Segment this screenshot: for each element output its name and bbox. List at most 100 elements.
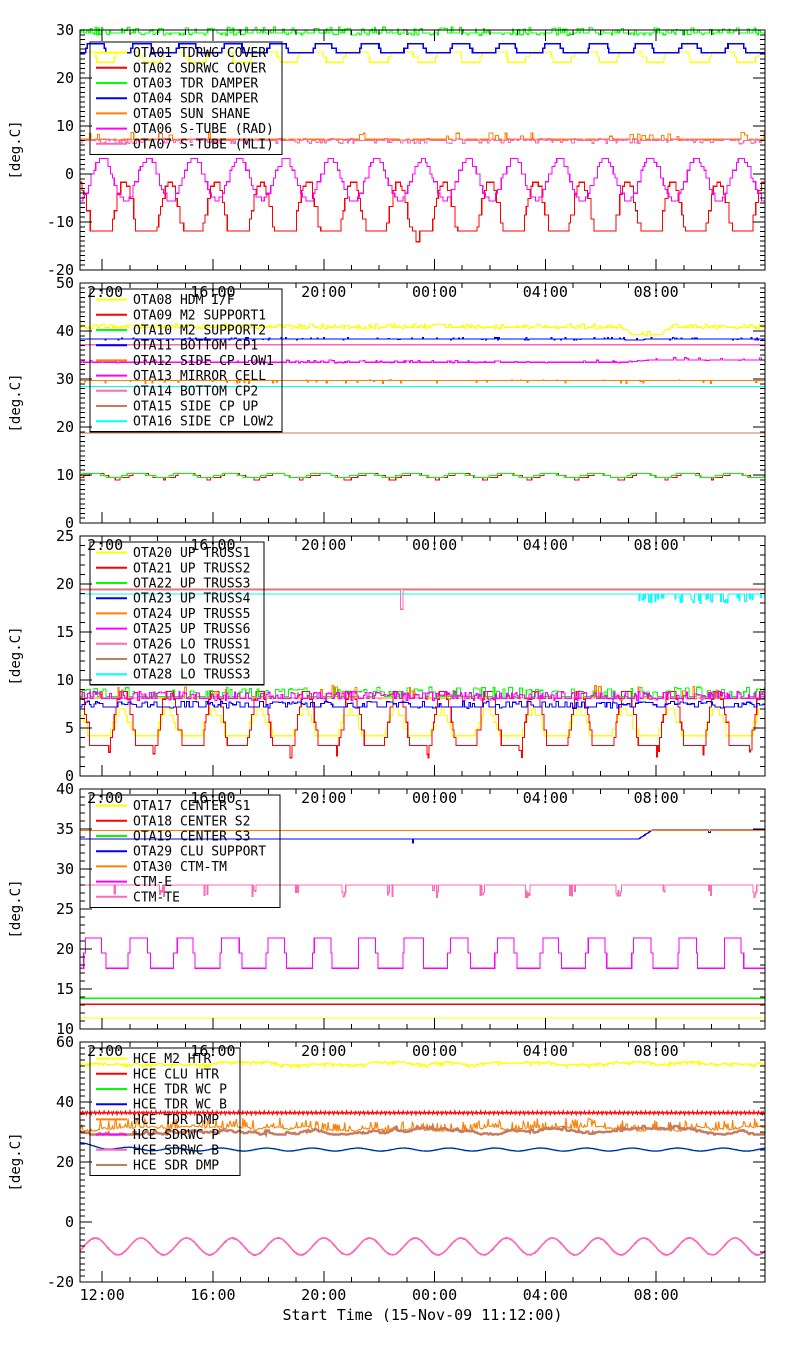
svg-text:50: 50 — [56, 274, 74, 292]
series-ctm-e — [80, 937, 765, 969]
svg-text:08:00: 08:00 — [634, 1286, 679, 1304]
svg-text:20: 20 — [56, 418, 74, 436]
series-ota01-tdrwg-cover — [80, 51, 765, 63]
y-axis-title-panel-4: [deg.C] — [8, 879, 24, 938]
legend-label-7: OTA26 LO TRUSS1 — [133, 637, 250, 652]
legend-label-6: OTA13 MIRROR CELL — [133, 369, 266, 384]
svg-text:20: 20 — [56, 575, 74, 593]
series-hce-sdr-dmp — [79, 1120, 766, 1139]
legend-label-3: HCE TDR WC P — [133, 1083, 227, 1098]
legend-label-8: HCE SDR DMP — [133, 1159, 219, 1174]
legend-label-6: HCE SDRWC P — [133, 1128, 219, 1143]
svg-text:20:00: 20:00 — [301, 1286, 346, 1304]
legend-label-3: OTA19 CENTER S3 — [133, 830, 250, 845]
legend-label-4: HCE TDR WC B — [133, 1098, 227, 1113]
legend-label-1: OTA20 UP TRUSS1 — [133, 546, 250, 561]
series-ota04-sdr-damper — [80, 43, 765, 54]
y-axis-title-panel-2: [deg.C] — [8, 373, 24, 432]
svg-text:35: 35 — [56, 820, 74, 838]
legend-label-8: OTA27 LO TRUSS2 — [133, 653, 250, 668]
series-ota02-sdrwc-cover — [80, 181, 765, 243]
legend-label-7: OTA14 BOTTOM CP2 — [133, 384, 258, 399]
series-ota24-up-truss5 — [80, 684, 765, 701]
svg-text:2:00: 2:00 — [87, 536, 123, 554]
series-hce-m2-htr — [79, 1059, 766, 1070]
svg-text:2:00: 2:00 — [87, 283, 123, 301]
svg-text:0: 0 — [65, 165, 74, 183]
series-ota07-s-tube-mli- — [80, 137, 765, 145]
y-axis-title-panel-5: [deg.C] — [8, 1132, 24, 1191]
series-ota06-s-tube-rad- — [80, 158, 765, 202]
svg-text:0: 0 — [65, 514, 74, 532]
series-ota03-tdr-damper — [80, 26, 766, 36]
legend-label-5: OTA24 UP TRUSS5 — [133, 607, 250, 622]
legend-label-3: OTA10 M2 SUPPORT2 — [133, 324, 266, 339]
svg-text:20: 20 — [56, 940, 74, 958]
series-ota23-up-truss4 — [80, 700, 765, 709]
legend-label-2: OTA18 CENTER S2 — [133, 814, 250, 829]
panel-3: 2:00 16:00 20:00 00:00 04:00 08:000510152025[… — [8, 527, 766, 785]
y-axis-title-panel-1: [deg.C] — [8, 120, 24, 179]
panel-4-y-ticks — [80, 788, 765, 1030]
legend-label-2: OTA21 UP TRUSS2 — [133, 561, 250, 576]
svg-text:60: 60 — [56, 1033, 74, 1051]
legend-label-2: OTA02 SDRWC COVER — [133, 61, 266, 76]
legend-label-5: HCE TDR DMP — [133, 1113, 219, 1128]
panel-2-y-ticks — [80, 282, 765, 524]
bottom-time-labels: 12:00 16:00 20:00 00:00 04:00 08:00 — [80, 1286, 679, 1304]
svg-text:30: 30 — [56, 370, 74, 388]
legend-label-4: OTA04 SDR DAMPER — [133, 92, 258, 107]
svg-text:40: 40 — [56, 780, 74, 798]
panel-4-series — [80, 829, 765, 1019]
panel-3-frame — [79, 535, 766, 777]
svg-text:0: 0 — [65, 1213, 74, 1231]
y-axis-title-panel-3: [deg.C] — [8, 626, 24, 685]
svg-text:30: 30 — [56, 860, 74, 878]
svg-text:40: 40 — [56, 1093, 74, 1111]
svg-text:10: 10 — [56, 117, 74, 135]
panel-1-x-ticks — [101, 30, 740, 270]
legend-label-3: OTA03 TDR DAMPER — [133, 77, 258, 92]
legend-label-4: OTA29 CLU SUPPORT — [133, 845, 266, 860]
series-hce-tdr-wc-b — [80, 1141, 766, 1152]
series-ota09-m2-support1 — [80, 472, 765, 481]
svg-text:25: 25 — [56, 527, 74, 545]
svg-text:30: 30 — [56, 21, 74, 39]
svg-text:00:00: 00:00 — [412, 1286, 457, 1304]
legend-label-4: OTA23 UP TRUSS4 — [133, 592, 251, 607]
svg-text:-20: -20 — [47, 261, 74, 279]
panel-1-y-labels: -20 -10 0 10 20 30 — [47, 21, 74, 279]
legend-label-3: OTA22 UP TRUSS3 — [133, 577, 250, 592]
legend-label-7: CTM-TE — [133, 890, 180, 905]
series-hce-clu-htr — [79, 1109, 766, 1117]
legend-label-9: OTA28 LO TRUSS3 — [133, 668, 250, 683]
legend-label-7: HCE SDRWC B — [133, 1143, 219, 1158]
legend-label-1: OTA01 TDRWG COVER — [133, 46, 266, 61]
legend-label-1: OTA17 CENTER S1 — [133, 799, 250, 814]
series-ota10-m2-support2 — [80, 472, 765, 479]
series-ota13-mirror-cell — [80, 357, 765, 364]
panel-4-x-ticks — [101, 789, 740, 1029]
legend-label-5: OTA30 CTM-TM — [133, 860, 227, 875]
legend-label-6: OTA25 UP TRUSS6 — [133, 622, 250, 637]
svg-text:16:00: 16:00 — [190, 1286, 235, 1304]
series-ota28-lo-truss3 — [80, 593, 766, 604]
legend-label-4: OTA11 BOTTOM CP1 — [133, 339, 258, 354]
svg-text:-20: -20 — [47, 1273, 74, 1291]
svg-text:0: 0 — [65, 767, 74, 785]
series-hce-sdrwc-b — [79, 1236, 766, 1256]
panel-5: 2:00 16:00 20:00 00:00 04:00 08:00-200204060[… — [8, 1033, 766, 1291]
panel-1-y-ticks — [80, 29, 765, 271]
svg-text:12:00: 12:00 — [80, 1286, 125, 1304]
panel-3-series — [80, 588, 766, 759]
svg-text:40: 40 — [56, 322, 74, 340]
legend-label-5: OTA05 SUN SHANE — [133, 107, 250, 122]
series-ota12-side-cp-low1 — [80, 379, 765, 384]
svg-text:25: 25 — [56, 900, 74, 918]
